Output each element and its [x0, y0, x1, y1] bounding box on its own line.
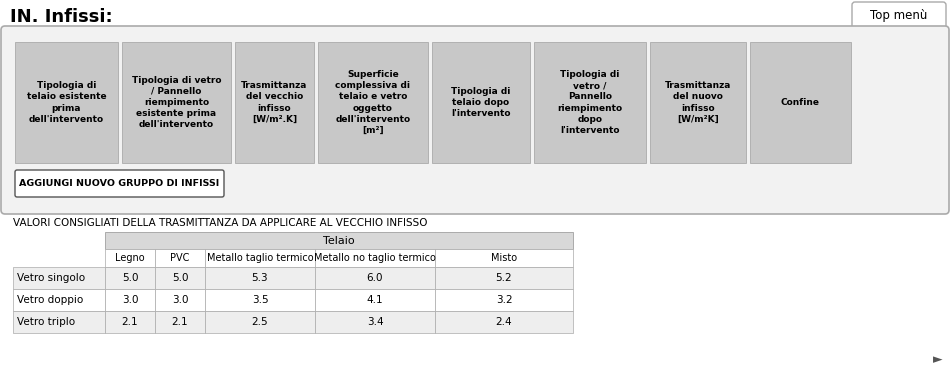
Text: AGGIUNGI NUOVO GRUPPO DI INFISSI: AGGIUNGI NUOVO GRUPPO DI INFISSI — [19, 179, 219, 188]
Bar — [105, 311, 155, 333]
Text: 5.2: 5.2 — [495, 273, 512, 283]
Text: 5.3: 5.3 — [251, 273, 268, 283]
Bar — [155, 311, 205, 333]
Bar — [15, 42, 118, 163]
FancyBboxPatch shape — [15, 170, 224, 197]
Bar — [155, 249, 205, 267]
Text: Tipologia di vetro
/ Pannello
riempimento
esistente prima
dell'intervento: Tipologia di vetro / Pannello riempiment… — [131, 76, 221, 129]
Text: 3.4: 3.4 — [367, 317, 383, 327]
Text: VALORI CONSIGLIATI DELLA TRASMITTANZA DA APPLICARE AL VECCHIO INFISSO: VALORI CONSIGLIATI DELLA TRASMITTANZA DA… — [13, 218, 427, 228]
Text: 2.5: 2.5 — [251, 317, 268, 327]
Text: 5.0: 5.0 — [122, 273, 138, 283]
FancyBboxPatch shape — [1, 26, 948, 214]
Text: Vetro singolo: Vetro singolo — [17, 273, 85, 283]
Text: 3.2: 3.2 — [495, 295, 512, 305]
Text: Telaio: Telaio — [323, 235, 354, 246]
Bar — [13, 311, 105, 333]
FancyBboxPatch shape — [851, 2, 945, 30]
Bar — [315, 267, 434, 289]
Text: 3.5: 3.5 — [251, 295, 268, 305]
Bar — [431, 42, 529, 163]
Bar — [13, 267, 105, 289]
Text: Misto: Misto — [490, 253, 517, 263]
Text: 5.0: 5.0 — [171, 273, 188, 283]
Text: Vetro triplo: Vetro triplo — [17, 317, 75, 327]
Bar — [205, 267, 315, 289]
Text: 4.1: 4.1 — [367, 295, 383, 305]
Bar — [434, 289, 572, 311]
Text: Superficie
complessiva di
telaio e vetro
oggetto
dell'intervento
[m²]: Superficie complessiva di telaio e vetro… — [335, 70, 410, 135]
Bar — [205, 249, 315, 267]
Text: 6.0: 6.0 — [367, 273, 383, 283]
Text: Tipologia di
telaio esistente
prima
dell'intervento: Tipologia di telaio esistente prima dell… — [27, 81, 107, 124]
Text: 2.1: 2.1 — [122, 317, 138, 327]
Text: Top menù: Top menù — [869, 10, 926, 23]
Text: Vetro doppio: Vetro doppio — [17, 295, 83, 305]
Text: Tipologia di
vetro /
Pannello
riempimento
dopo
l'intervento: Tipologia di vetro / Pannello riempiment… — [557, 70, 622, 135]
Bar — [205, 311, 315, 333]
Bar — [205, 289, 315, 311]
Text: Tipologia di
telaio dopo
l'intervento: Tipologia di telaio dopo l'intervento — [451, 87, 510, 118]
Bar — [105, 249, 155, 267]
Bar — [434, 311, 572, 333]
Bar — [315, 311, 434, 333]
Text: Legno: Legno — [115, 253, 145, 263]
Bar — [749, 42, 850, 163]
Bar — [533, 42, 645, 163]
Bar — [315, 249, 434, 267]
Text: Confine: Confine — [781, 98, 819, 107]
Bar — [155, 289, 205, 311]
Bar — [235, 42, 313, 163]
Text: Metallo no taglio termico: Metallo no taglio termico — [314, 253, 435, 263]
Text: Metallo taglio termico: Metallo taglio termico — [207, 253, 313, 263]
Bar — [105, 267, 155, 289]
Bar — [13, 289, 105, 311]
Bar — [122, 42, 230, 163]
Bar — [105, 232, 572, 249]
Text: Trasmittanza
del nuovo
infisso
[W/m²K]: Trasmittanza del nuovo infisso [W/m²K] — [664, 81, 730, 124]
Bar — [315, 289, 434, 311]
Bar — [155, 267, 205, 289]
Text: PVC: PVC — [170, 253, 189, 263]
Text: 3.0: 3.0 — [171, 295, 188, 305]
Text: IN. Infissi:: IN. Infissi: — [10, 8, 112, 26]
Text: Trasmittanza
del vecchio
infisso
[W/m².K]: Trasmittanza del vecchio infisso [W/m².K… — [241, 81, 307, 124]
Bar — [434, 249, 572, 267]
Text: ►: ► — [932, 353, 942, 367]
Bar — [318, 42, 427, 163]
Text: 2.1: 2.1 — [171, 317, 188, 327]
Text: 3.0: 3.0 — [122, 295, 138, 305]
Text: 2.4: 2.4 — [495, 317, 512, 327]
Bar — [434, 267, 572, 289]
Bar — [649, 42, 745, 163]
Bar — [105, 289, 155, 311]
